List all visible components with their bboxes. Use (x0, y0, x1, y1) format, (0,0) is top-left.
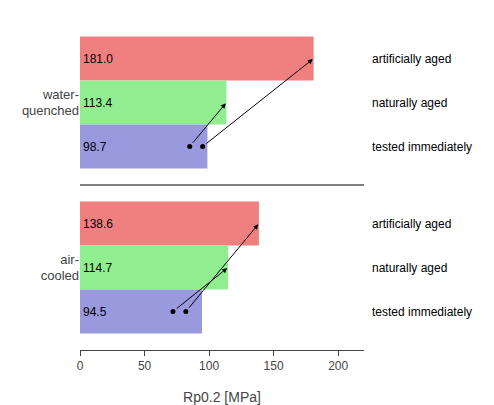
svg-text:138.6: 138.6 (83, 217, 113, 231)
svg-text:naturally aged: naturally aged (372, 96, 447, 110)
svg-text:94.5: 94.5 (83, 305, 107, 319)
svg-text:114.7: 114.7 (83, 261, 112, 275)
svg-text:water-quenched: water-quenched (22, 87, 79, 119)
svg-text:100: 100 (199, 359, 219, 373)
svg-text:artificially aged: artificially aged (372, 217, 451, 231)
svg-text:113.4: 113.4 (83, 96, 112, 110)
svg-text:naturally aged: naturally aged (372, 261, 447, 275)
svg-text:Rp0.2 [MPa]: Rp0.2 [MPa] (183, 389, 261, 405)
svg-text:181.0: 181.0 (83, 52, 113, 66)
svg-text:50: 50 (138, 359, 152, 373)
svg-text:150: 150 (264, 359, 284, 373)
svg-text:tested immediately: tested immediately (372, 140, 472, 154)
svg-text:200: 200 (328, 359, 348, 373)
svg-text:air-cooled: air-cooled (41, 252, 79, 284)
svg-text:98.7: 98.7 (83, 140, 107, 154)
svg-text:tested immediately: tested immediately (372, 305, 472, 319)
svg-text:0: 0 (77, 359, 84, 373)
svg-text:artificially aged: artificially aged (372, 52, 451, 66)
